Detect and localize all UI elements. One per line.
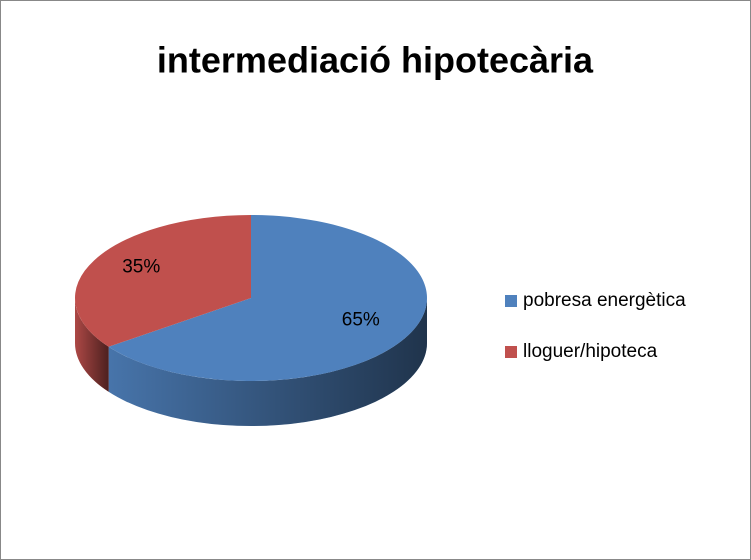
chart-title: intermediació hipotecària <box>157 40 594 81</box>
pie-side-shade <box>108 298 427 426</box>
pie-slice <box>108 215 427 382</box>
legend-label: pobresa energètica <box>523 290 686 311</box>
pie-slice <box>75 215 251 347</box>
legend-swatch <box>505 346 517 358</box>
legend-label: lloguer/hipoteca <box>523 341 658 362</box>
data-label: 65% <box>342 309 380 330</box>
pie-side-shade <box>75 298 109 392</box>
data-label: 35% <box>122 257 160 278</box>
legend-swatch <box>505 295 517 307</box>
